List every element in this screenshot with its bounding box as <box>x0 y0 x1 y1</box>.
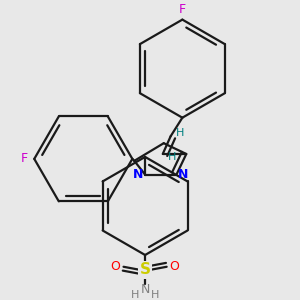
Text: H: H <box>131 290 140 300</box>
Text: H: H <box>151 290 159 300</box>
Text: O: O <box>169 260 179 273</box>
Text: H: H <box>176 128 184 138</box>
Text: N: N <box>140 283 150 296</box>
Text: H: H <box>168 152 177 162</box>
Text: N: N <box>178 168 188 181</box>
Text: N: N <box>133 168 143 181</box>
Text: F: F <box>179 3 186 16</box>
Text: O: O <box>111 260 121 273</box>
Text: S: S <box>140 262 151 277</box>
Text: F: F <box>21 152 28 165</box>
